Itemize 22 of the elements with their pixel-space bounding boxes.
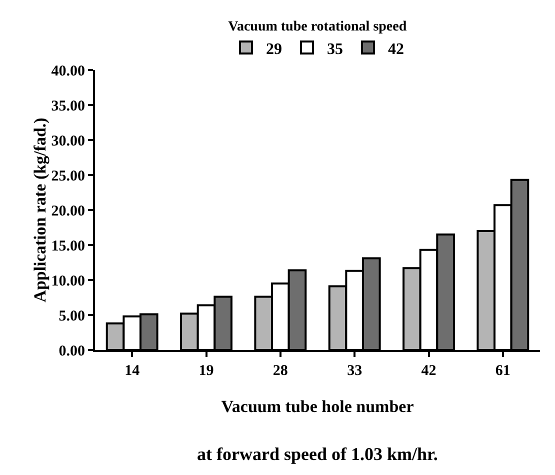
y-tick-label: 10.00 xyxy=(51,273,85,290)
y-tick-label: 5.00 xyxy=(58,308,85,324)
x-axis-title: Vacuum tube hole number xyxy=(221,397,414,416)
y-tick-label: 30.00 xyxy=(51,133,85,150)
x-tick-label: 14 xyxy=(124,363,140,379)
x-tick-label: 42 xyxy=(421,363,436,379)
x-tick-label: 19 xyxy=(198,363,214,379)
legend-label: 35 xyxy=(327,40,343,58)
y-tick-label: 20.00 xyxy=(51,203,85,220)
legend-title: Vacuum tube rotational speed xyxy=(228,20,407,35)
x-tick-label: 28 xyxy=(272,363,288,379)
y-tick-label: 15.00 xyxy=(51,238,85,254)
y-tick-label: 0.00 xyxy=(58,343,85,360)
legend-label: 42 xyxy=(388,40,404,58)
text: at forward speed of 1.03 km/hr. xyxy=(197,444,438,464)
y-tick-label: 35.00 xyxy=(51,98,85,114)
x-tick-label: 33 xyxy=(347,363,362,379)
y-axis-title: Application rate (kg/fad.) xyxy=(30,118,50,302)
legend-label: 29 xyxy=(266,40,282,58)
x-tick-label: 61 xyxy=(495,363,510,379)
y-tick-label: 25.00 xyxy=(51,168,85,184)
y-tick-label: 40.00 xyxy=(51,63,85,80)
